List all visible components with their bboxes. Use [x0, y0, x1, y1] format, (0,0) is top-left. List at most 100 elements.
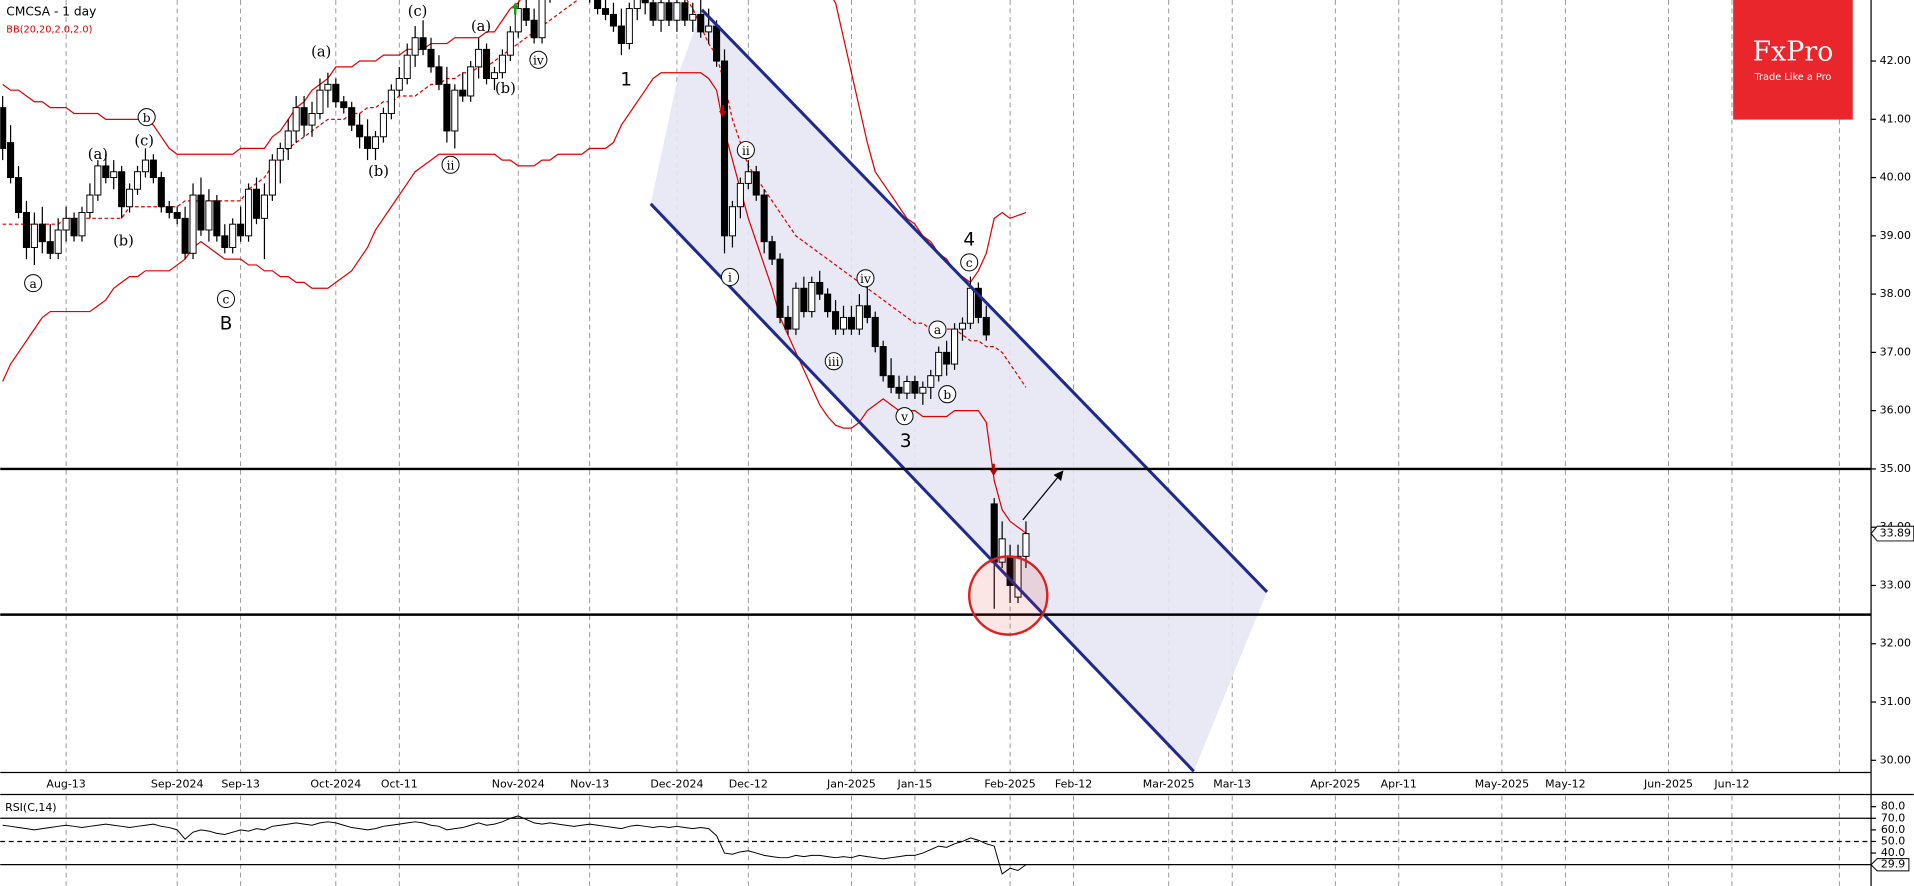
x-tick-label: Apr-2025 — [1310, 778, 1360, 791]
rsi-last-tag — [1870, 858, 1910, 872]
candle-body — [118, 171, 126, 208]
bb-lower — [2, 72, 1027, 534]
candle-body — [427, 48, 435, 68]
candle-body — [308, 112, 316, 126]
candle-body — [189, 194, 197, 254]
indicator-label: BB(20,20,2.0,2.0) — [6, 24, 92, 35]
candle-body — [78, 212, 86, 237]
candle-body — [1014, 555, 1022, 598]
candle-body — [54, 229, 62, 254]
candle-body — [990, 503, 998, 563]
wave-circle — [824, 352, 843, 371]
candle-body — [943, 351, 951, 365]
candle-body — [697, 13, 705, 33]
channel-shade — [650, 9, 1267, 772]
bb-middle — [2, 0, 1027, 388]
candle-body — [110, 171, 118, 179]
wave-circle — [137, 108, 156, 127]
candle-body — [316, 89, 324, 114]
candle-body — [705, 25, 713, 33]
projection-arrow — [1022, 470, 1064, 521]
wave-label: 1 — [620, 70, 632, 91]
candle-body — [0, 107, 7, 149]
candle-body — [181, 217, 189, 254]
wave-circle — [216, 289, 236, 309]
x-tick-label: Aug-13 — [46, 778, 85, 791]
candle-body — [681, 2, 689, 21]
candle-body — [665, 2, 673, 21]
candle-body — [475, 48, 483, 68]
candle-body — [832, 311, 840, 330]
y-tick-label: 32.00 — [1880, 637, 1911, 650]
candle-body — [356, 124, 364, 138]
wave-circle — [938, 385, 957, 404]
candle-body — [419, 37, 427, 50]
candle-body — [538, 0, 546, 39]
candle-body — [70, 217, 78, 237]
candle-body — [364, 136, 372, 149]
candle-body — [141, 159, 149, 173]
candle-body — [919, 386, 927, 394]
candle-body — [839, 316, 848, 330]
candle-body — [879, 346, 887, 377]
candle-body — [451, 89, 459, 132]
candle-body — [625, 8, 633, 45]
wave-circle — [856, 269, 875, 288]
logo-tagline: Trade Like a Pro — [1754, 72, 1832, 83]
y-tick-label: 42.00 — [1880, 54, 1911, 67]
candle-body — [173, 212, 181, 219]
candle-body — [395, 78, 403, 91]
price-levels — [0, 467, 1872, 616]
candle-body — [728, 206, 736, 237]
wave-label: v — [900, 410, 908, 424]
rsi-tick-label: 70.0 — [1881, 811, 1905, 824]
candle-body — [197, 194, 205, 231]
candle-body — [958, 322, 967, 330]
candle-body — [927, 375, 935, 388]
candle-body — [490, 72, 499, 79]
candle-body — [14, 177, 23, 214]
wave-label: (b) — [113, 233, 134, 250]
wave-circle — [928, 320, 947, 339]
wave-circle — [895, 407, 914, 426]
rsi-last-label: 29.9 — [1881, 858, 1905, 871]
wave-label: a — [934, 323, 941, 337]
rsi-tick-label: 40.0 — [1881, 846, 1905, 859]
y-tick-label: 39.00 — [1880, 229, 1911, 242]
x-tick-label: May-12 — [1545, 778, 1585, 791]
x-tick-label: Nov-13 — [570, 778, 609, 791]
wave-label: (c) — [134, 133, 154, 150]
wave-label: b — [943, 388, 951, 402]
candle-body — [863, 305, 871, 318]
wave-label: iv — [860, 272, 871, 286]
signal-arrow — [989, 463, 998, 476]
candle-body — [268, 159, 276, 196]
highlight-circle — [967, 555, 1049, 636]
candle-body — [340, 101, 348, 109]
y-tick-label: 33.00 — [1880, 578, 1911, 591]
wave-circle — [736, 141, 755, 160]
wave-label: i — [728, 271, 732, 285]
x-tick-label: May-2025 — [1475, 778, 1529, 791]
x-tick-label: Mar-13 — [1213, 778, 1251, 791]
candle-body — [887, 375, 895, 388]
x-tick-label: Jan-2025 — [826, 778, 876, 791]
wave-label: c — [223, 293, 230, 307]
last-price-label: 33.89 — [1880, 527, 1911, 540]
candle-body — [483, 48, 491, 79]
y-tick-label: 35.00 — [1880, 462, 1911, 475]
candle-body — [609, 13, 618, 27]
candle-body — [149, 159, 157, 179]
candle-body — [459, 89, 467, 97]
candle-body — [800, 287, 808, 313]
candle-body — [506, 31, 514, 56]
candles — [0, 0, 1030, 609]
candle-body — [260, 194, 268, 219]
candle-body — [530, 19, 538, 39]
candle-body — [165, 206, 173, 214]
candle-body — [824, 293, 832, 313]
y-tick-label: 30.00 — [1880, 753, 1911, 766]
candle-body — [387, 89, 395, 114]
candle-body — [617, 25, 625, 45]
